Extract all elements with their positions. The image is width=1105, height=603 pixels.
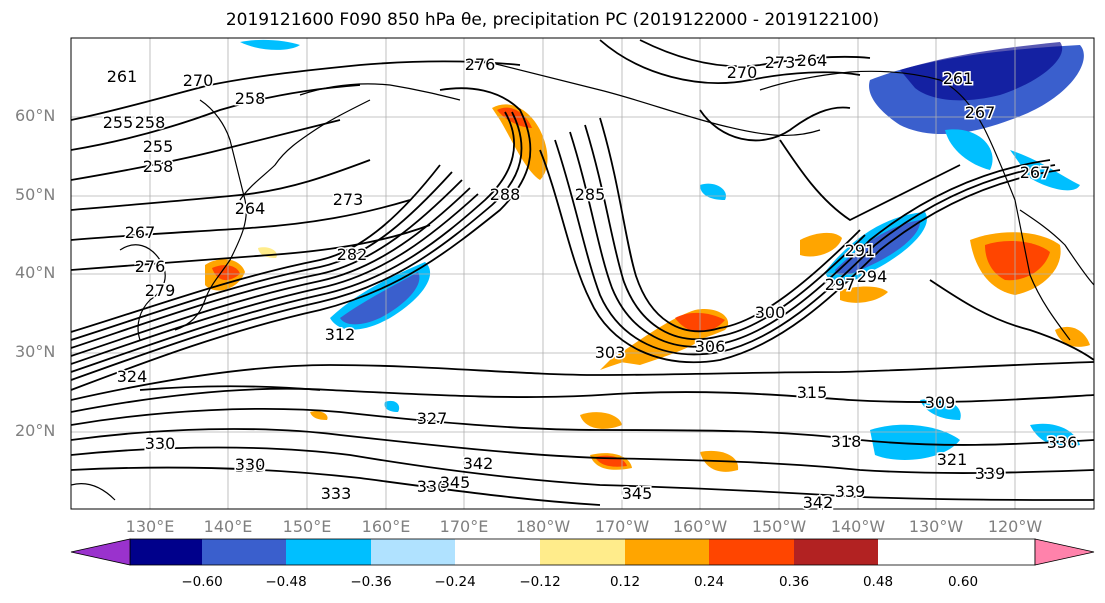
contour-label: 339 [835,482,866,501]
contour-label: 291 [845,241,876,260]
contour-label: 261 [107,67,138,86]
lat-label-60n: 60°N [15,106,56,125]
colorbar-cell [625,539,709,565]
colorbar-tick: −0.48 [265,574,307,590]
colorbar-tick: −0.60 [181,574,223,590]
colorbar-cell [794,539,878,565]
contour-label: 276 [465,55,496,74]
contour-label: 306 [695,337,726,356]
contour-label: 255 [103,113,134,132]
colorbar-tick: 0.12 [609,574,641,590]
contour-label: 264 [797,51,828,70]
lon-label-180w: 180°W [515,517,571,536]
contour-label: 285 [575,185,606,204]
lat-label-50n: 50°N [15,185,56,204]
colorbar-cell [709,539,794,565]
colorbar-tick: −0.12 [519,574,561,590]
contour-label: 342 [803,493,834,512]
precip-shading [205,39,1090,472]
contour-label: 270 [183,71,214,90]
lat-label-30n: 30°N [15,342,56,361]
coastlines [71,59,1094,501]
contour-label: 345 [440,473,471,492]
lon-label-170e: 170°E [439,517,489,536]
lon-label-150e: 150°E [282,517,332,536]
contour-label: 336 [1047,433,1078,452]
lon-label-120w: 120°W [987,517,1043,536]
contour-label: 339 [975,464,1006,483]
contour-label: 300 [755,303,786,322]
contour-label: 276 [135,257,166,276]
lat-label-40n: 40°N [15,263,56,282]
map-title: 2019121600 F090 850 hPa θe, precipitatio… [225,10,880,30]
colorbar-tick: 0.24 [693,574,725,590]
lon-label-150w: 150°W [751,517,807,536]
colorbar-cell [286,539,371,565]
colorbar-left-extension [70,538,131,566]
contour-label: 336 [417,477,448,496]
contour-label: 330 [145,434,176,453]
contour-label: 321 [937,450,968,469]
contour-label: 297 [825,275,856,294]
lat-label-20n: 20°N [15,421,56,440]
contour-label: 318 [831,432,862,451]
colorbar-tick: −0.24 [434,574,476,590]
contour-label: 270 [727,63,758,82]
contour-label: 273 [765,53,796,72]
contour-label: 258 [143,157,174,176]
map-frame [70,37,1095,510]
contour-label: 267 [1020,163,1051,182]
colorbar-cell [130,539,202,565]
contour-label: 288 [490,185,521,204]
contour-label: 294 [857,267,888,286]
contour-label: 264 [235,199,266,218]
colorbar-cell [455,539,540,565]
contour-label: 333 [321,484,352,503]
colorbar-tick: −0.36 [350,574,392,590]
lon-label-170w: 170°W [594,517,650,536]
colorbar-cell [202,539,286,565]
contour-label: 342 [463,454,494,473]
lon-label-130e: 130°E [125,517,175,536]
colorbar-cell [540,539,625,565]
lon-label-140e: 140°E [203,517,253,536]
contour-label: 273 [333,190,364,209]
contour-label: 267 [965,103,996,122]
contour-label: 255 [143,137,174,156]
colorbar [70,538,1095,566]
colorbar-right-extension [1034,538,1095,566]
lon-label-160e: 160°E [361,517,411,536]
contour-label: 303 [595,343,626,362]
contour-label: 258 [135,113,166,132]
contour-label: 315 [797,383,828,402]
contour-label: 345 [622,484,653,503]
colorbar-tick: 0.48 [862,574,894,590]
colorbar-tick: 0.36 [778,574,810,590]
contour-label: 261 [943,69,974,88]
contour-label: 309 [925,393,956,412]
contour-label: 333 [235,457,266,476]
contour-label: 279 [145,281,176,300]
colorbar-cell [371,539,455,565]
lon-label-130w: 130°W [908,517,964,536]
contour-label: 327 [417,409,448,428]
contour-label: 330 [145,435,176,454]
contour-label: 324 [117,367,148,386]
lon-label-140w: 140°W [830,517,886,536]
contour-label: 258 [235,89,266,108]
contour-label: 330 [235,455,266,474]
contour-label: 312 [325,325,356,344]
lon-label-160w: 160°W [672,517,728,536]
colorbar-tick: 0.60 [947,574,979,590]
contour-label: 282 [337,245,368,264]
contour-label: 267 [125,223,156,242]
